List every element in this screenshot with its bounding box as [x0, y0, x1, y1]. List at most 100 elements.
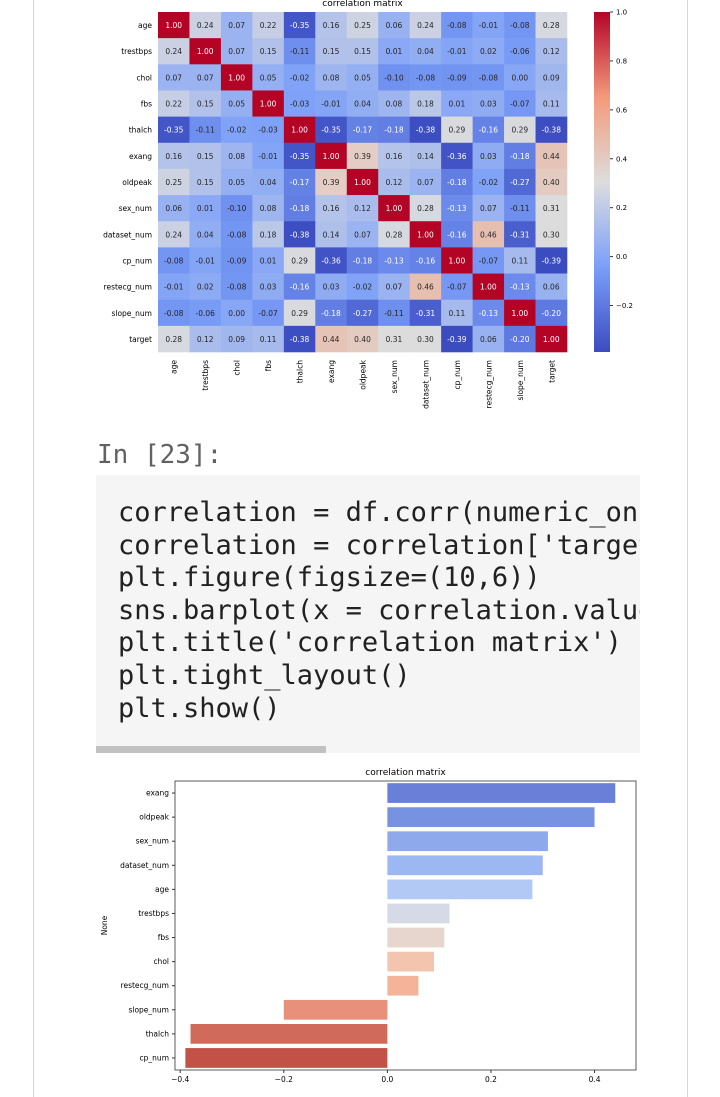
- cell-label: 0.03: [480, 152, 497, 161]
- heatmap-cell: [378, 116, 410, 144]
- cell-label: -0.13: [510, 283, 530, 292]
- colorbar-tick-label: 1.0: [616, 9, 627, 17]
- heatmap-cell: [346, 195, 379, 222]
- heatmap-cell: [409, 325, 442, 353]
- code-cell[interactable]: correlation = df.corr(numeric_only correl…: [96, 475, 640, 753]
- heatmap-cell: [189, 64, 222, 91]
- heatmap-cell: [504, 142, 536, 170]
- cell-border: [33, 0, 34, 1097]
- y-tick-label: age: [155, 885, 169, 894]
- heatmap-cell: [472, 38, 505, 65]
- heatmap-cell: [346, 64, 379, 91]
- y-tick-label: restecg_num: [121, 981, 169, 990]
- cell-label: 0.16: [386, 152, 403, 161]
- cell-label: 0.24: [165, 47, 182, 56]
- y-tick-label: sex_num: [136, 837, 169, 846]
- cell-label: -0.08: [416, 73, 436, 82]
- heatmap-cell: [346, 12, 379, 39]
- heatmap-cell: [504, 168, 536, 196]
- colorbar: [594, 12, 610, 352]
- row-label: target: [129, 335, 152, 344]
- column-label: age: [170, 360, 179, 374]
- chart-title: correlation matrix: [322, 0, 403, 9]
- heatmap-cell: [441, 325, 473, 353]
- cell-label: 0.44: [543, 152, 560, 161]
- heatmap-cell: [252, 142, 285, 170]
- heatmap-cell: [346, 221, 379, 248]
- heatmap-cell: [535, 168, 568, 196]
- heatmap-cell: [378, 273, 410, 300]
- cell-label: 0.16: [323, 204, 340, 213]
- heatmap-cell: [189, 168, 222, 196]
- row-label: oldpeak: [122, 178, 152, 187]
- heatmap-cell: [252, 247, 285, 274]
- column-label: sex_num: [390, 360, 399, 393]
- column-label: restecg_num: [484, 360, 493, 408]
- heatmap-cell: [346, 273, 379, 300]
- cell-label: 0.05: [354, 73, 371, 82]
- cell-label: 1.00: [291, 126, 308, 135]
- colorbar-tick-label: 0.2: [616, 204, 627, 212]
- heatmap-cell: [252, 12, 285, 39]
- cell-label: -0.16: [416, 256, 436, 265]
- heatmap-cell: [189, 12, 222, 39]
- heatmap-cell: [504, 116, 536, 144]
- heatmap-cell: [283, 168, 316, 196]
- cell-label: 0.46: [480, 230, 497, 239]
- cell-label: -0.31: [416, 309, 436, 318]
- plot-frame: [174, 780, 637, 1071]
- x-tick-label: 0.4: [589, 1075, 601, 1084]
- cell-label: -0.08: [227, 283, 247, 292]
- cell-label: -0.38: [290, 335, 310, 344]
- heatmap-cell: [283, 64, 316, 91]
- cell-label: 0.07: [228, 47, 245, 56]
- code-line: plt.show(): [118, 692, 281, 724]
- heatmap-cell: [315, 195, 348, 222]
- heatmap-cell: [409, 247, 442, 274]
- heatmap-cell: [441, 12, 473, 39]
- colorbar-tick-label: −0.2: [616, 302, 633, 310]
- bar: [387, 951, 434, 972]
- heatmap-cell: [504, 325, 536, 353]
- cell-label: 0.31: [543, 204, 560, 213]
- heatmap-cell: [189, 38, 222, 65]
- heatmap-cell: [504, 90, 536, 117]
- column-label: oldpeak: [359, 359, 368, 389]
- heatmap-cell: [283, 142, 316, 170]
- heatmap-cell: [315, 299, 348, 327]
- cell-label: 0.29: [291, 256, 308, 265]
- column-label: dataset_num: [421, 360, 430, 409]
- cell-label: -0.02: [479, 178, 499, 187]
- heatmap-cell: [409, 168, 442, 196]
- cell-label: 0.01: [197, 204, 214, 213]
- cell-label: -0.13: [479, 309, 499, 318]
- cell-label: -0.18: [321, 309, 341, 318]
- bar: [387, 927, 445, 948]
- cell-label: 0.11: [511, 256, 528, 265]
- cell-label: 1.00: [354, 178, 371, 187]
- cell-label: -0.07: [447, 283, 467, 292]
- heatmap-cell: [220, 142, 253, 170]
- code-line: plt.figure(figsize=(10,6)): [118, 562, 541, 594]
- cell-label: -0.35: [321, 126, 341, 135]
- scrollbar[interactable]: [96, 746, 326, 753]
- heatmap-cell: [158, 247, 190, 274]
- heatmap-cell: [252, 273, 285, 300]
- heatmap-cell: [378, 12, 410, 39]
- cell-label: -0.10: [227, 204, 247, 213]
- heatmap-cell: [346, 247, 379, 274]
- cell-label: 0.29: [449, 126, 466, 135]
- row-label: slope_num: [111, 309, 152, 318]
- cell-label: 0.08: [260, 204, 277, 213]
- row-label: exang: [129, 152, 152, 161]
- heatmap-cell: [220, 168, 253, 196]
- heatmap-cell: [409, 273, 442, 300]
- bar: [387, 855, 543, 876]
- heatmap-cell: [472, 273, 505, 300]
- heatmap-cell: [535, 273, 568, 300]
- heatmap-cell: [472, 299, 505, 327]
- heatmap-cell: [158, 325, 190, 353]
- heatmap-cell: [283, 221, 316, 248]
- cell-label: -0.16: [290, 283, 310, 292]
- heatmap-cell: [441, 64, 473, 91]
